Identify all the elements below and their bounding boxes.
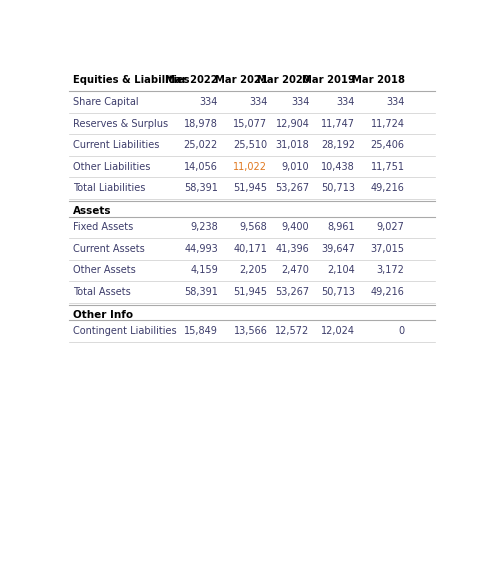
Text: 50,713: 50,713: [321, 183, 355, 193]
Text: Other Assets: Other Assets: [73, 266, 136, 275]
Text: 4,159: 4,159: [190, 266, 218, 275]
Text: 25,510: 25,510: [233, 140, 268, 150]
Text: 28,192: 28,192: [321, 140, 355, 150]
Text: 50,713: 50,713: [321, 287, 355, 297]
Text: Mar 2021: Mar 2021: [215, 75, 268, 85]
Text: 44,993: 44,993: [184, 244, 218, 254]
Text: 11,751: 11,751: [370, 162, 405, 172]
Text: 58,391: 58,391: [184, 183, 218, 193]
Text: 39,647: 39,647: [321, 244, 355, 254]
Text: 49,216: 49,216: [371, 287, 405, 297]
Text: 18,978: 18,978: [184, 119, 218, 128]
Text: 25,406: 25,406: [370, 140, 405, 150]
Text: 51,945: 51,945: [233, 287, 268, 297]
Text: 2,104: 2,104: [327, 266, 355, 275]
Text: 14,056: 14,056: [184, 162, 218, 172]
Text: Reserves & Surplus: Reserves & Surplus: [73, 119, 168, 128]
Text: 334: 334: [337, 97, 355, 107]
Text: 58,391: 58,391: [184, 287, 218, 297]
Text: Share Capital: Share Capital: [73, 97, 139, 107]
Text: 40,171: 40,171: [234, 244, 268, 254]
Text: 15,077: 15,077: [233, 119, 268, 128]
Text: Other Info: Other Info: [73, 310, 133, 320]
Text: 9,238: 9,238: [190, 222, 218, 232]
Text: Contingent Liabilities: Contingent Liabilities: [73, 326, 177, 336]
Text: 8,961: 8,961: [328, 222, 355, 232]
Text: 11,022: 11,022: [233, 162, 268, 172]
Text: Mar 2020: Mar 2020: [257, 75, 309, 85]
Text: 334: 334: [199, 97, 218, 107]
Text: 12,572: 12,572: [275, 326, 309, 336]
Text: 9,568: 9,568: [240, 222, 268, 232]
Text: Current Assets: Current Assets: [73, 244, 145, 254]
Text: 10,438: 10,438: [321, 162, 355, 172]
Text: 2,470: 2,470: [281, 266, 309, 275]
Text: 37,015: 37,015: [370, 244, 405, 254]
Text: 31,018: 31,018: [276, 140, 309, 150]
Text: 53,267: 53,267: [275, 287, 309, 297]
Text: Assets: Assets: [73, 206, 112, 216]
Text: 334: 334: [291, 97, 309, 107]
Text: 334: 334: [249, 97, 268, 107]
Text: 12,024: 12,024: [321, 326, 355, 336]
Text: 334: 334: [386, 97, 405, 107]
Text: 3,172: 3,172: [377, 266, 405, 275]
Text: Total Assets: Total Assets: [73, 287, 131, 297]
Text: 9,027: 9,027: [377, 222, 405, 232]
Text: 11,724: 11,724: [370, 119, 405, 128]
Text: Fixed Assets: Fixed Assets: [73, 222, 133, 232]
Text: Other Liabilities: Other Liabilities: [73, 162, 151, 172]
Text: 12,904: 12,904: [276, 119, 309, 128]
Text: 9,010: 9,010: [282, 162, 309, 172]
Text: 53,267: 53,267: [275, 183, 309, 193]
Text: 51,945: 51,945: [233, 183, 268, 193]
Text: 11,747: 11,747: [321, 119, 355, 128]
Text: Mar 2019: Mar 2019: [302, 75, 355, 85]
Text: 15,849: 15,849: [184, 326, 218, 336]
Text: 13,566: 13,566: [234, 326, 268, 336]
Text: 41,396: 41,396: [276, 244, 309, 254]
Text: Total Liabilities: Total Liabilities: [73, 183, 145, 193]
Text: Current Liabilities: Current Liabilities: [73, 140, 159, 150]
Text: Mar 2018: Mar 2018: [352, 75, 405, 85]
Text: Equities & Liabilities: Equities & Liabilities: [73, 75, 189, 85]
Text: 9,400: 9,400: [282, 222, 309, 232]
Text: 0: 0: [399, 326, 405, 336]
Text: Mar 2022: Mar 2022: [165, 75, 218, 85]
Text: 25,022: 25,022: [184, 140, 218, 150]
Text: 2,205: 2,205: [240, 266, 268, 275]
Text: 49,216: 49,216: [371, 183, 405, 193]
